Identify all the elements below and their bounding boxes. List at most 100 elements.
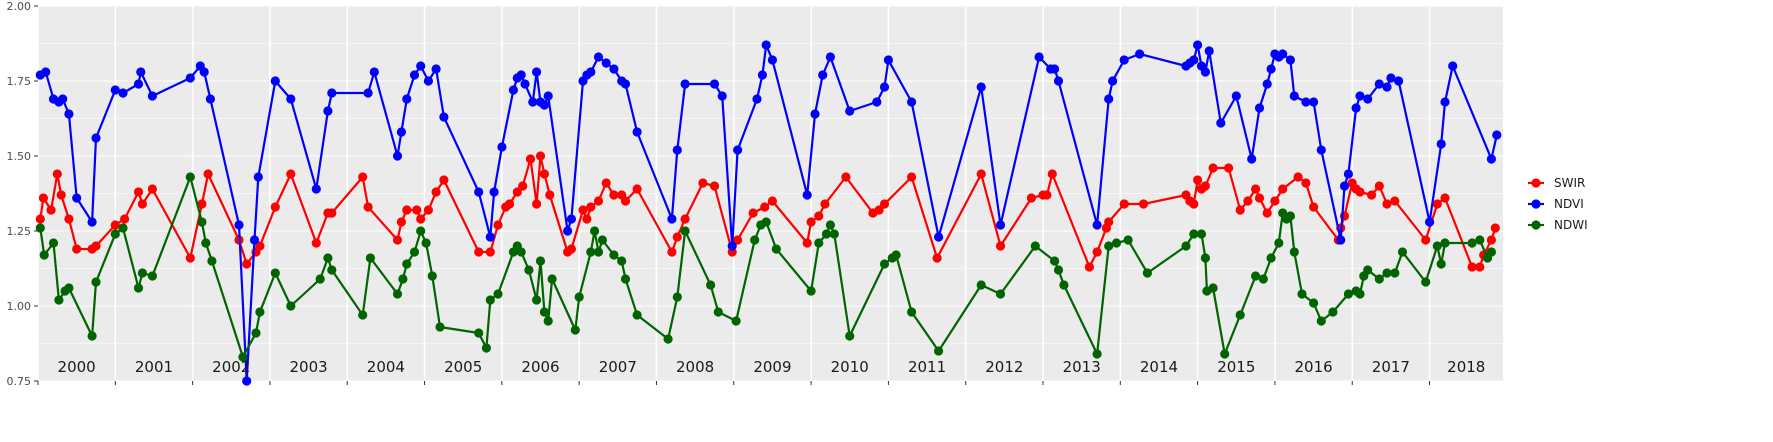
data-point-swir xyxy=(242,259,252,269)
data-point-swir xyxy=(1092,247,1102,257)
data-point-ndvi xyxy=(1343,169,1353,179)
year-label: 2015 xyxy=(1217,358,1255,376)
data-point-ndvi xyxy=(667,214,677,224)
data-point-ndvi xyxy=(508,85,518,95)
year-label: 2002 xyxy=(212,358,250,376)
data-point-ndwi xyxy=(1328,307,1338,317)
year-labels: 2000 2001 2002 2003 2004 2005 2006 2007 2008 2009… xyxy=(58,358,1486,376)
data-point-ndwi xyxy=(87,331,97,341)
data-point-ndwi xyxy=(474,328,484,338)
data-point-ndvi xyxy=(1104,94,1114,104)
year-label: 2014 xyxy=(1140,358,1178,376)
data-point-ndvi xyxy=(539,100,550,110)
data-point-ndvi xyxy=(528,97,538,107)
data-point-ndvi xyxy=(733,145,743,155)
data-point-ndwi xyxy=(761,217,771,227)
data-point-swir xyxy=(64,214,74,224)
data-point-ndwi xyxy=(185,172,195,182)
data-point-ndwi xyxy=(1432,241,1442,251)
data-point-swir xyxy=(1042,190,1052,200)
data-point-swir xyxy=(1301,178,1311,188)
data-point-swir xyxy=(609,190,619,200)
data-point-ndvi xyxy=(396,127,406,137)
data-point-ndwi xyxy=(620,274,631,284)
year-label: 2016 xyxy=(1294,358,1332,376)
data-point-swir xyxy=(1235,205,1245,215)
data-point-ndwi xyxy=(590,226,600,236)
data-point-ndvi xyxy=(810,109,820,119)
legend-item-ndwi[interactable]: NDWI xyxy=(1528,218,1588,232)
data-point-ndwi xyxy=(286,301,296,311)
data-point-swir xyxy=(46,205,56,215)
data-point-ndvi xyxy=(1189,55,1199,65)
data-point-ndwi xyxy=(1467,238,1477,248)
data-point-ndvi xyxy=(58,94,68,104)
data-point-ndwi xyxy=(251,328,261,338)
data-point-ndvi xyxy=(934,232,944,242)
data-point-ndvi xyxy=(1231,91,1241,101)
data-point-ndwi xyxy=(416,226,426,236)
data-point-ndwi xyxy=(806,286,816,296)
data-point-ndwi xyxy=(1440,238,1450,248)
year-label: 2000 xyxy=(58,358,96,376)
legend[interactable]: SWIR NDVI NDWI xyxy=(1528,176,1588,232)
data-point-ndvi xyxy=(311,184,321,194)
data-point-ndwi xyxy=(1235,310,1245,320)
data-point-swir xyxy=(423,205,433,215)
data-point-ndwi xyxy=(493,289,503,299)
data-point-ndvi xyxy=(147,91,157,101)
data-point-ndvi xyxy=(1339,181,1350,191)
data-point-swir xyxy=(709,181,720,191)
data-point-ndvi xyxy=(609,64,619,74)
data-point-ndwi xyxy=(1297,289,1307,299)
data-point-swir xyxy=(566,244,577,254)
data-point-ndvi xyxy=(110,85,120,95)
data-point-swir xyxy=(733,235,743,245)
legend-item-swir[interactable]: SWIR xyxy=(1528,176,1585,190)
data-point-ndvi xyxy=(543,91,553,101)
data-point-swir xyxy=(363,202,373,212)
data-point-ndwi xyxy=(1123,235,1133,245)
data-point-swir xyxy=(52,169,62,179)
data-point-swir xyxy=(120,214,130,224)
data-point-ndvi xyxy=(872,97,882,107)
data-point-ndwi xyxy=(485,295,495,305)
data-point-ndvi xyxy=(907,97,917,107)
data-point-ndvi xyxy=(1278,49,1288,59)
data-point-ndwi xyxy=(814,238,824,248)
data-point-ndwi xyxy=(821,229,832,239)
data-point-ndwi xyxy=(402,259,412,269)
data-point-ndwi xyxy=(1363,265,1373,275)
legend-label: SWIR xyxy=(1554,176,1585,190)
data-point-ndvi xyxy=(474,187,484,197)
data-point-ndvi xyxy=(1394,76,1404,86)
data-point-swir xyxy=(1367,190,1377,200)
data-point-ndvi xyxy=(1092,220,1102,230)
data-point-ndwi xyxy=(632,310,642,320)
legend-key-point xyxy=(1531,199,1541,209)
legend-item-ndvi[interactable]: NDVI xyxy=(1528,197,1584,211)
data-point-swir xyxy=(1084,262,1094,272)
data-point-ndvi xyxy=(879,82,890,92)
data-point-ndvi xyxy=(1436,139,1446,149)
data-point-ndwi xyxy=(1436,259,1446,269)
data-point-ndwi xyxy=(35,223,45,233)
series-ndwi xyxy=(35,172,1496,362)
data-point-ndwi xyxy=(1196,229,1207,239)
data-point-ndwi xyxy=(995,289,1006,299)
data-point-ndwi xyxy=(609,250,619,260)
legend-label: NDVI xyxy=(1554,197,1584,211)
data-point-ndvi xyxy=(1285,55,1295,65)
data-point-ndwi xyxy=(1251,271,1261,281)
data-point-swir xyxy=(578,205,588,215)
data-point-ndwi xyxy=(91,277,101,287)
data-point-ndvi xyxy=(363,88,373,98)
data-point-ndwi xyxy=(535,256,546,266)
data-point-ndvi xyxy=(1254,103,1265,113)
data-point-ndvi xyxy=(249,235,260,245)
year-label: 2001 xyxy=(135,358,173,376)
data-point-swir xyxy=(1208,163,1218,173)
data-point-swir xyxy=(620,196,631,206)
data-point-ndvi xyxy=(1135,49,1145,59)
data-point-swir xyxy=(91,241,101,251)
